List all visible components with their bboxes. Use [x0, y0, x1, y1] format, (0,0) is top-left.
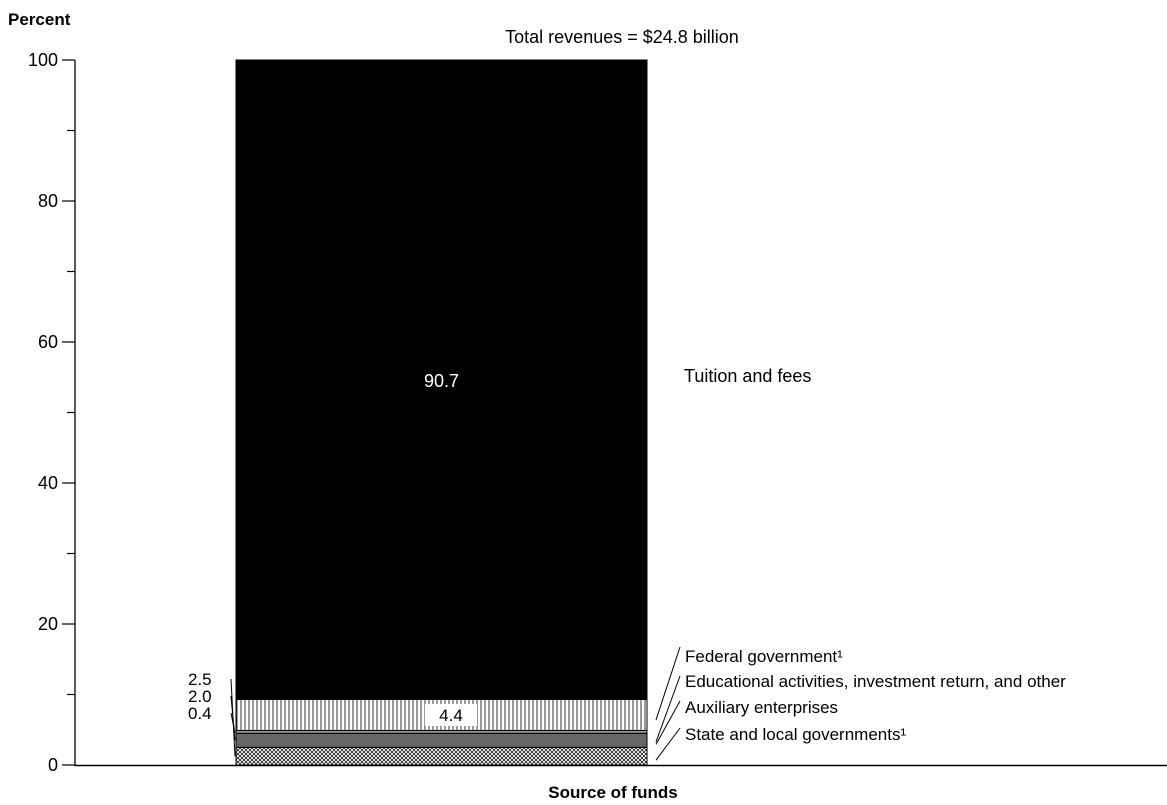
y-tick-label: 0: [48, 755, 58, 775]
bar-segment-1: [235, 732, 648, 748]
bar-segment-0: [235, 746, 648, 766]
leader-line-right: [655, 675, 681, 743]
chart-title: Total revenues = $24.8 billion: [505, 27, 739, 47]
value-label-left: 2.5: [188, 670, 212, 689]
x-axis-title: Source of funds: [548, 783, 677, 802]
leader-line-right: [655, 646, 681, 721]
value-label-left: 0.4: [188, 704, 212, 723]
value-label-left: 2.0: [188, 687, 212, 706]
value-label-federal: 4.4: [439, 706, 463, 725]
y-tick-label: 20: [38, 614, 58, 634]
y-tick-label: 80: [38, 191, 58, 211]
leader-line-left: [230, 695, 236, 741]
y-tick-label: 40: [38, 473, 58, 493]
legend-label-tuition: Tuition and fees: [684, 366, 811, 386]
bar-segment-4: [235, 59, 648, 700]
legend-label: Federal government¹: [685, 647, 843, 666]
legend-label: Educational activities, investment retur…: [685, 672, 1066, 691]
segment-labels: 90.7 4.4 2.52.00.4 Federal government¹ Educa…: [188, 366, 1066, 761]
value-label-tuition: 90.7: [424, 371, 459, 391]
leader-line-right: [655, 727, 681, 761]
y-axis-title: Percent: [8, 10, 71, 29]
legend-label: State and local governments¹: [685, 725, 906, 744]
y-tick-label: 100: [28, 50, 58, 70]
leader-line-right: [655, 700, 681, 745]
y-tick-label: 60: [38, 332, 58, 352]
legend-label: Auxiliary enterprises: [685, 698, 838, 717]
y-axis-ticks: 0 20 40 60 80 100: [28, 50, 75, 775]
value-label-bg-federal: [425, 703, 477, 726]
leader-line-left: [230, 712, 236, 733]
stack-segments: [235, 59, 648, 766]
